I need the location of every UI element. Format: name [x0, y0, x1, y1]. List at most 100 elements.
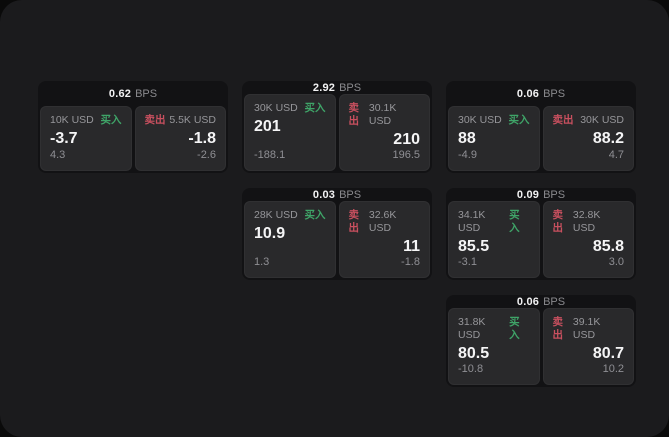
buy-price: 88 — [458, 130, 476, 147]
sell-tile-top: 卖出 30K USD — [553, 114, 625, 127]
bps-header: 0.09 BPS — [446, 188, 636, 201]
buy-tile-top: 34.1K USD 买入 — [458, 209, 530, 235]
sell-price: 80.7 — [592, 345, 624, 362]
buy-price: 85.5 — [458, 238, 490, 255]
sell-side-label: 卖出 — [552, 316, 564, 341]
quote-card: 2.92 BPS 30K USD 买入 201 -188.1 卖出 30.1K … — [242, 81, 432, 173]
sell-side-label: 卖出 — [144, 114, 166, 126]
sell-tile-top: 卖出 30.1K USD — [349, 102, 421, 128]
bps-value: 0.62 — [108, 87, 132, 100]
bps-unit-label: BPS — [543, 87, 566, 100]
buy-side-label: 买入 — [509, 316, 520, 341]
sell-tile-top: 卖出 32.6K USD — [349, 209, 421, 235]
sell-amount-label: 39.1K USD — [572, 316, 601, 341]
sell-amount-label: 32.6K USD — [368, 209, 397, 234]
bps-header: 0.62 BPS — [38, 81, 228, 106]
sell-delta: 196.5 — [392, 149, 420, 161]
bps-unit-label: BPS — [339, 81, 362, 94]
buy-delta: -4.9 — [458, 149, 477, 161]
sell-tile[interactable]: 卖出 5.5K USD -1.8 -2.6 — [134, 106, 226, 171]
buy-price: 10.9 — [254, 225, 286, 242]
quote-card: 0.06 BPS 31.8K USD 买入 80.5 -10.8 卖出 39.1… — [446, 295, 636, 387]
bps-header: 0.06 BPS — [446, 295, 636, 308]
sell-side-label: 卖出 — [348, 102, 360, 127]
buy-price: 201 — [254, 118, 281, 135]
bps-value: 0.09 — [516, 188, 540, 201]
buy-tile[interactable]: 34.1K USD 买入 85.5 -3.1 — [448, 201, 540, 278]
sell-tile-top: 卖出 5.5K USD — [145, 114, 217, 127]
sell-delta: -2.6 — [197, 149, 216, 161]
buy-tile[interactable]: 10K USD 买入 -3.7 4.3 — [40, 106, 132, 171]
buy-tile[interactable]: 30K USD 买入 88 -4.9 — [448, 106, 540, 171]
buy-delta: -188.1 — [254, 149, 286, 161]
bps-value: 0.03 — [312, 188, 336, 201]
quote-card-body: 28K USD 买入 10.9 1.3 卖出 32.6K USD 11 -1.8 — [242, 201, 432, 280]
sell-price: 85.8 — [592, 238, 624, 255]
quote-card: 0.06 BPS 30K USD 买入 88 -4.9 卖出 30K USD 8… — [446, 81, 636, 173]
quote-card-body: 34.1K USD 买入 85.5 -3.1 卖出 32.8K USD 85.8… — [446, 201, 636, 280]
buy-delta: 4.3 — [50, 149, 66, 161]
buy-tile-top: 10K USD 买入 — [50, 114, 122, 127]
bps-value: 2.92 — [312, 81, 336, 94]
sell-tile[interactable]: 卖出 30.1K USD 210 196.5 — [338, 94, 430, 171]
buy-side-label: 买入 — [304, 209, 326, 221]
bps-header: 0.03 BPS — [242, 188, 432, 201]
buy-amount-label: 31.8K USD — [458, 316, 486, 341]
bps-unit-label: BPS — [543, 188, 566, 201]
buy-amount-label: 30K USD — [254, 102, 298, 114]
buy-tile[interactable]: 31.8K USD 买入 80.5 -10.8 — [448, 308, 540, 385]
buy-side-label: 买入 — [304, 102, 326, 114]
sell-tile[interactable]: 卖出 32.6K USD 11 -1.8 — [338, 201, 430, 278]
buy-side-label: 买入 — [508, 114, 530, 126]
sell-amount-label: 5.5K USD — [169, 114, 216, 126]
bps-unit-label: BPS — [135, 87, 158, 100]
sell-amount-label: 30K USD — [580, 114, 624, 126]
quote-card: 0.62 BPS 10K USD 买入 -3.7 4.3 卖出 5.5K USD… — [38, 81, 228, 173]
sell-price: 88.2 — [592, 130, 624, 147]
sell-price: 210 — [393, 131, 420, 148]
buy-price: -3.7 — [50, 130, 78, 147]
buy-tile-top: 30K USD 买入 — [254, 102, 326, 115]
buy-amount-label: 34.1K USD — [458, 209, 486, 234]
buy-tile[interactable]: 30K USD 买入 201 -188.1 — [244, 94, 336, 171]
buy-delta: -3.1 — [458, 256, 477, 268]
sell-amount-label: 30.1K USD — [368, 102, 397, 127]
bps-value: 0.06 — [516, 87, 540, 100]
quote-card: 0.03 BPS 28K USD 买入 10.9 1.3 卖出 32.6K US… — [242, 188, 432, 280]
sell-price: -1.8 — [188, 130, 216, 147]
buy-side-label: 买入 — [100, 114, 122, 126]
buy-amount-label: 28K USD — [254, 209, 298, 221]
sell-delta: -1.8 — [401, 256, 420, 268]
bps-header: 2.92 BPS — [242, 81, 432, 94]
buy-tile-top: 30K USD 买入 — [458, 114, 530, 127]
sell-delta: 3.0 — [608, 256, 624, 268]
buy-side-label: 买入 — [509, 209, 520, 234]
buy-delta: 1.3 — [254, 256, 270, 268]
bps-value: 0.06 — [516, 295, 540, 308]
sell-tile-top: 卖出 39.1K USD — [553, 316, 625, 342]
buy-delta: -10.8 — [458, 363, 484, 375]
buy-tile[interactable]: 28K USD 买入 10.9 1.3 — [244, 201, 336, 278]
quote-card-body: 10K USD 买入 -3.7 4.3 卖出 5.5K USD -1.8 -2.… — [38, 106, 228, 173]
quote-card-body: 31.8K USD 买入 80.5 -10.8 卖出 39.1K USD 80.… — [446, 308, 636, 387]
sell-tile[interactable]: 卖出 32.8K USD 85.8 3.0 — [542, 201, 634, 278]
quote-card: 0.09 BPS 34.1K USD 买入 85.5 -3.1 卖出 32.8K… — [446, 188, 636, 280]
quote-card-body: 30K USD 买入 201 -188.1 卖出 30.1K USD 210 1… — [242, 94, 432, 173]
quote-card-body: 30K USD 买入 88 -4.9 卖出 30K USD 88.2 4.7 — [446, 106, 636, 173]
buy-tile-top: 31.8K USD 买入 — [458, 316, 530, 342]
sell-price: 11 — [403, 238, 420, 255]
sell-delta: 10.2 — [602, 363, 624, 375]
sell-amount-label: 32.8K USD — [572, 209, 601, 234]
sell-side-label: 卖出 — [552, 209, 564, 234]
buy-amount-label: 10K USD — [50, 114, 94, 126]
sell-side-label: 卖出 — [348, 209, 360, 234]
sell-tile[interactable]: 卖出 39.1K USD 80.7 10.2 — [542, 308, 634, 385]
bps-unit-label: BPS — [543, 295, 566, 308]
bps-header: 0.06 BPS — [446, 81, 636, 106]
sell-delta: 4.7 — [608, 149, 624, 161]
buy-price: 80.5 — [458, 345, 490, 362]
sell-tile-top: 卖出 32.8K USD — [553, 209, 625, 235]
sell-tile[interactable]: 卖出 30K USD 88.2 4.7 — [542, 106, 634, 171]
sell-side-label: 卖出 — [552, 114, 574, 126]
